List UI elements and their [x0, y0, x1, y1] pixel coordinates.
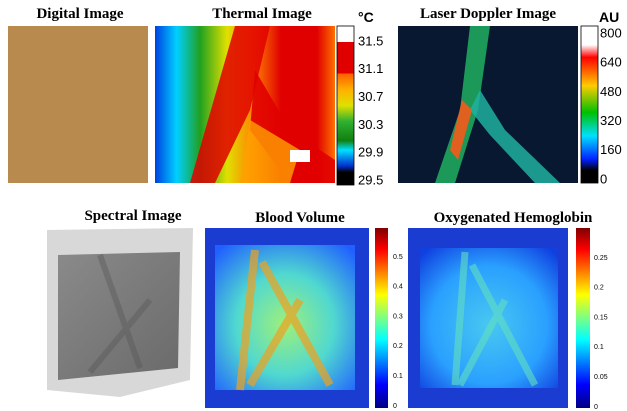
- colorbar-tick-label: 0: [594, 404, 598, 411]
- colorbar-tick-label: 30.7: [358, 89, 383, 104]
- panel-title: Digital Image: [36, 6, 123, 22]
- colorbar-tick-label: 0.4: [393, 284, 403, 291]
- panel-title: Laser Doppler Image: [420, 6, 556, 22]
- laser-doppler-image: [398, 26, 578, 183]
- thermal-image: [155, 26, 335, 183]
- panel-title: Blood Volume: [255, 210, 345, 226]
- colorbar-tick-label: 29.9: [358, 145, 383, 160]
- colorbar-tick-label: 31.1: [358, 61, 383, 76]
- colorbar-tick-label: 0.15: [594, 314, 608, 321]
- blood-volume-image: [205, 228, 369, 408]
- panel-title: Spectral Image: [84, 208, 181, 224]
- colorbar-tick-label: 0.3: [393, 313, 403, 320]
- colorbar-tick-label: 480: [600, 84, 622, 99]
- colorbar-tick-label: 0.5: [393, 254, 403, 261]
- colorbar-tick-label: 640: [600, 55, 622, 70]
- colorbar-tick-label: 30.3: [358, 117, 383, 132]
- figure: Digital Image Thermal Image °C Laser Dop…: [0, 0, 627, 411]
- colorbar-tick-label: 0.2: [594, 285, 604, 292]
- colorbar-unit: AU: [599, 9, 619, 25]
- oxygenated-hemoglobin-image: [408, 228, 568, 408]
- colorbar-tick-label: 800: [600, 25, 622, 40]
- colorbar-tick-label: 0.1: [393, 373, 403, 380]
- colorbar-unit: °C: [358, 9, 374, 25]
- colorbar: [581, 26, 598, 183]
- colorbar: [375, 228, 388, 408]
- colorbar-tick-label: 0.25: [594, 255, 608, 262]
- colorbar-tick-label: 0: [393, 403, 397, 410]
- colorbar-tick-label: 29.5: [358, 172, 383, 187]
- colorbar-tick-label: 320: [600, 113, 622, 128]
- colorbar-tick-label: 31.5: [358, 33, 383, 48]
- panel-title: Oxygenated Hemoglobin: [434, 210, 593, 226]
- colorbar: [337, 26, 354, 185]
- spectral-image: [47, 228, 193, 397]
- digital-image: [8, 26, 148, 183]
- colorbar: [576, 228, 590, 408]
- colorbar-tick-label: 0.05: [594, 374, 608, 381]
- colorbar-tick-label: 0.1: [594, 344, 604, 351]
- colorbar-tick-label: 0: [600, 171, 607, 186]
- panel-title: Thermal Image: [212, 6, 312, 22]
- colorbar-tick-label: 0.2: [393, 343, 403, 350]
- colorbar-tick-label: 160: [600, 142, 622, 157]
